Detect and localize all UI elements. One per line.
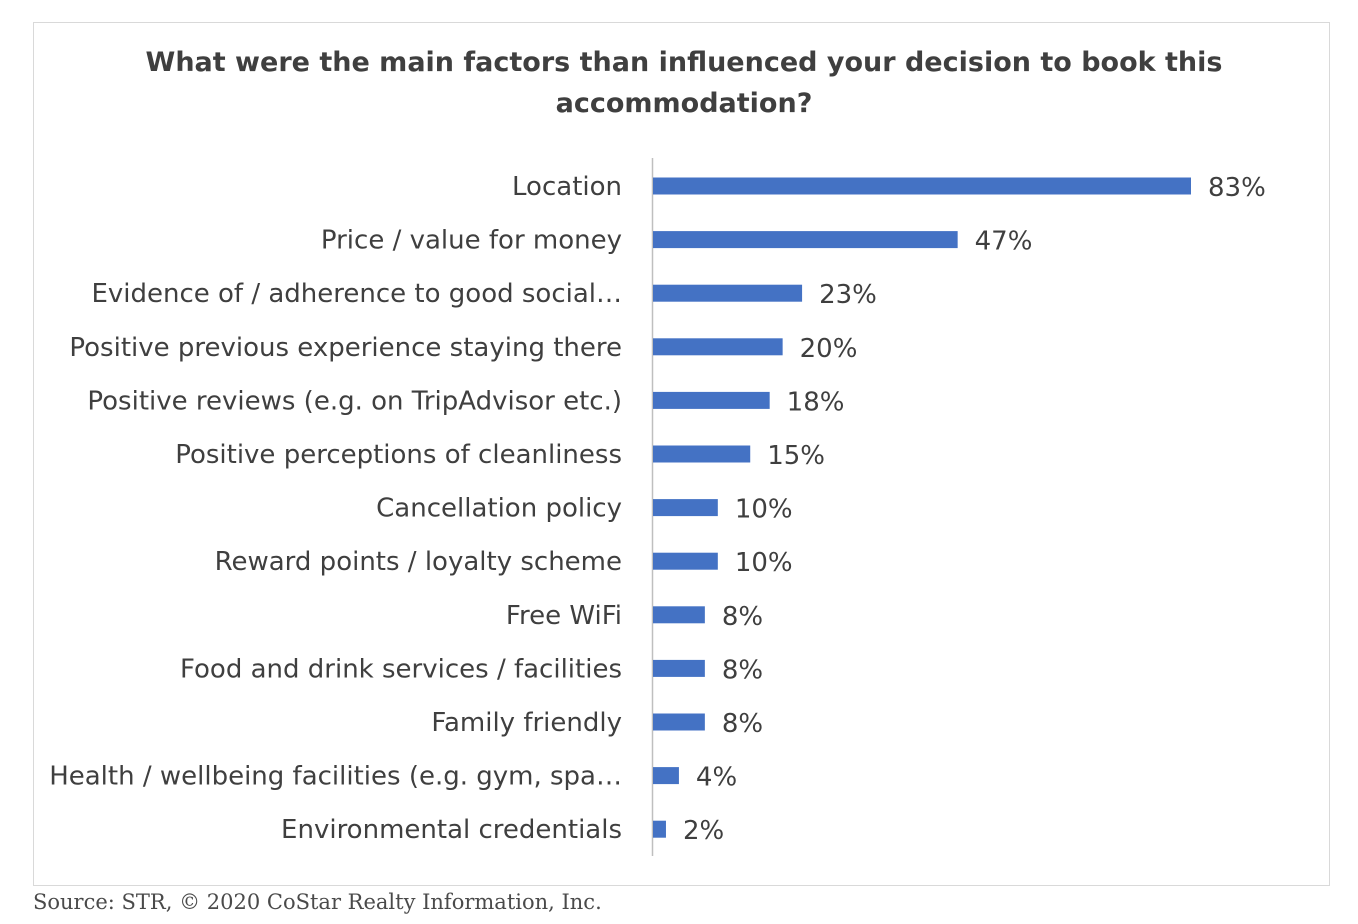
category-label: Environmental credentials <box>281 815 622 845</box>
category-label: Food and drink services / facilities <box>180 654 622 684</box>
bar <box>653 606 705 624</box>
category-label: Cancellation policy <box>376 494 622 524</box>
bar <box>653 659 705 677</box>
bar <box>653 284 803 302</box>
category-label: Health / wellbeing facilities (e.g. gym,… <box>49 762 622 792</box>
data-label: 20% <box>800 334 858 364</box>
data-label: 10% <box>735 495 793 525</box>
bar <box>653 499 718 517</box>
chart-title-line-2: accommodation? <box>556 88 813 119</box>
category-label: Location <box>512 172 622 202</box>
bar <box>653 391 770 409</box>
data-label: 8% <box>722 709 763 739</box>
category-label: Reward points / loyalty scheme <box>215 547 622 577</box>
chart-title-line-1: What were the main factors than influenc… <box>146 47 1223 78</box>
data-label: 23% <box>819 280 877 310</box>
bar <box>653 820 666 838</box>
data-label: 18% <box>787 387 845 417</box>
category-label: Evidence of / adherence to good social… <box>91 279 622 309</box>
category-label: Positive previous experience staying the… <box>69 333 622 363</box>
data-label: 15% <box>767 441 825 471</box>
category-label: Price / value for money <box>321 226 622 256</box>
category-label: Positive perceptions of cleanliness <box>175 440 622 470</box>
category-label: Family friendly <box>431 708 622 738</box>
bar <box>653 552 718 570</box>
category-label: Positive reviews (e.g. on TripAdvisor et… <box>87 386 622 416</box>
bar <box>653 231 958 249</box>
category-label: Free WiFi <box>506 601 622 631</box>
data-label: 83% <box>1208 173 1266 203</box>
data-label: 4% <box>696 763 737 793</box>
data-label: 8% <box>722 602 763 632</box>
source-note: Source: STR, © 2020 CoStar Realty Inform… <box>33 890 602 914</box>
data-label: 8% <box>722 655 763 685</box>
data-label: 10% <box>735 548 793 578</box>
bars-group: Location 83% Price / value for money 47% Evi… <box>49 172 1266 846</box>
bar <box>653 767 679 785</box>
bar <box>653 177 1191 195</box>
bar <box>653 445 751 463</box>
data-label: 47% <box>975 227 1033 257</box>
bar <box>653 713 705 731</box>
bar <box>653 338 783 356</box>
data-label: 2% <box>683 816 724 846</box>
